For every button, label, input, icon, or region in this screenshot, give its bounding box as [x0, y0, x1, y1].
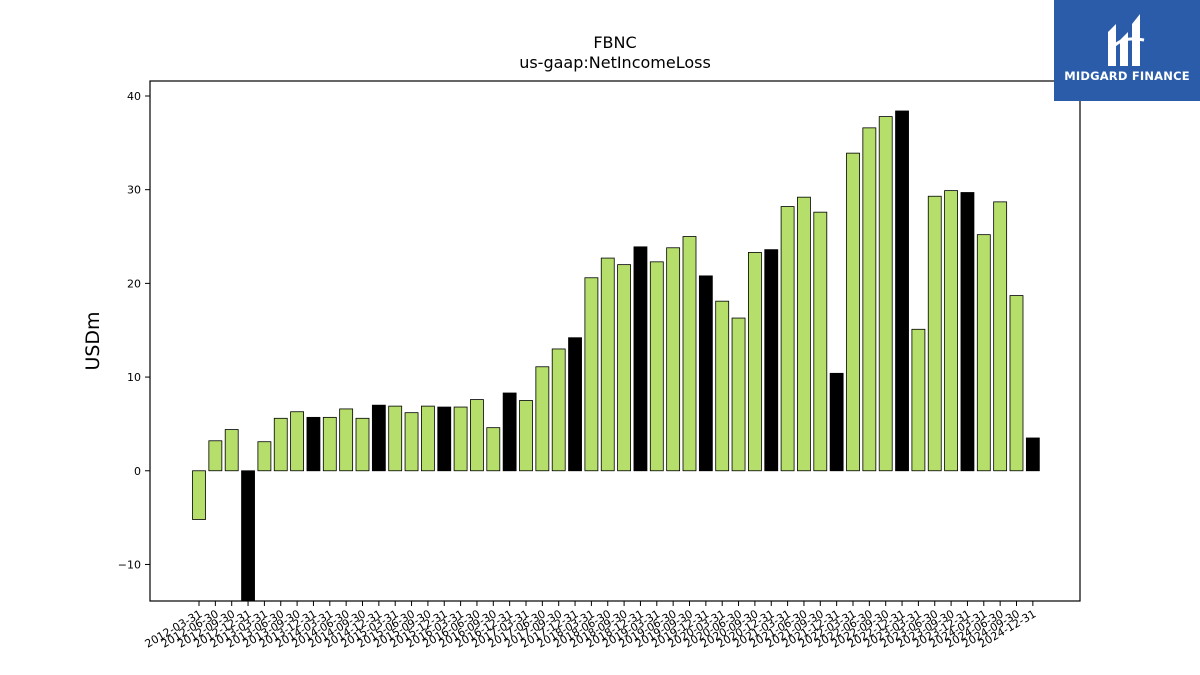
bar-2014-09-30: [355, 417, 370, 472]
bar-2018-06-30: [600, 257, 615, 472]
bar-2013-09-30: [290, 411, 305, 472]
bar-2014-06-30: [339, 408, 354, 472]
midgard-logo-icon: [1108, 14, 1145, 66]
y-tick-label: −10: [118, 558, 141, 571]
bar-2019-03-31: [649, 261, 664, 472]
bar-2013-06-30: [273, 417, 288, 472]
bar-2021-09-30: [813, 211, 828, 472]
y-axis: −10 0 10 20 30 40: [118, 90, 150, 571]
bar-2018-09-30: [617, 264, 631, 472]
bar-2017-03-31: [519, 400, 533, 472]
y-tick-label: 30: [127, 184, 141, 197]
bar-2014-12-31: [371, 404, 386, 472]
bar-2020-03-31: [715, 300, 730, 472]
bar-2021-06-30: [797, 196, 811, 472]
bar-2015-03-31: [388, 405, 403, 472]
bar-2021-12-31: [829, 372, 844, 472]
bar-2019-09-30: [682, 236, 697, 472]
y-tick-label: 0: [134, 465, 141, 478]
bar-2021-03-31: [780, 206, 795, 472]
x-axis: 2012-03-312012-06-302012-09-302012-12-31…: [143, 601, 1038, 651]
bar-2022-03-31: [846, 152, 860, 472]
bar-2017-12-31: [568, 337, 582, 472]
bar-2012-06-30: [208, 440, 223, 472]
chart-subtitle: us-gaap:NetIncomeLoss: [519, 53, 711, 72]
bar-2017-09-30: [551, 348, 566, 472]
bar-2015-06-30: [404, 412, 419, 472]
bar-2019-12-31: [698, 275, 713, 472]
bar-2020-06-30: [731, 317, 746, 472]
bar-2015-09-30: [420, 405, 435, 472]
bar-2016-12-31: [502, 392, 517, 472]
bar-2023-03-31: [911, 328, 926, 472]
chart-title: FBNC: [593, 33, 636, 52]
brand-logo: MIDGARD FINANCE: [1054, 0, 1200, 101]
bar-2024-09-30: [1009, 295, 1024, 472]
bar-2024-06-30: [993, 201, 1008, 472]
bars-group: [192, 110, 1040, 602]
bar-2017-06-30: [535, 366, 550, 472]
bar-2018-12-31: [633, 246, 648, 472]
y-axis-label: USDm: [82, 311, 104, 370]
bar-2013-03-31: [257, 441, 272, 472]
bar-2012-09-30: [224, 429, 239, 472]
bar-2012-12-31: [241, 470, 255, 602]
y-tick-label: 40: [127, 90, 141, 103]
bar-2023-09-30: [944, 190, 958, 472]
bar-2020-09-30: [748, 252, 762, 472]
y-tick-label: 20: [127, 277, 141, 290]
y-tick-label: 10: [127, 371, 141, 384]
plot-frame: [149, 80, 1081, 602]
bar-2022-06-30: [862, 127, 877, 472]
logo-text: MIDGARD FINANCE: [1064, 69, 1190, 83]
bar-2018-03-31: [584, 277, 599, 472]
bar-2013-12-31: [306, 416, 321, 472]
bar-2014-03-31: [322, 416, 337, 472]
bar-2022-09-30: [878, 116, 893, 472]
bar-2023-12-31: [960, 192, 975, 472]
bar-2016-09-30: [486, 427, 501, 472]
bar-2019-06-30: [666, 247, 681, 472]
bar-2022-12-31: [895, 110, 909, 472]
bar-2024-03-31: [976, 234, 991, 472]
bar-2023-06-30: [927, 195, 942, 472]
bar-2015-12-31: [437, 406, 452, 472]
bar-2016-06-30: [470, 399, 484, 472]
bar-2020-12-31: [764, 249, 779, 472]
bar-2016-03-31: [453, 406, 468, 472]
bar-2012-03-31: [192, 470, 206, 520]
bar-2024-12-31: [1025, 437, 1040, 472]
